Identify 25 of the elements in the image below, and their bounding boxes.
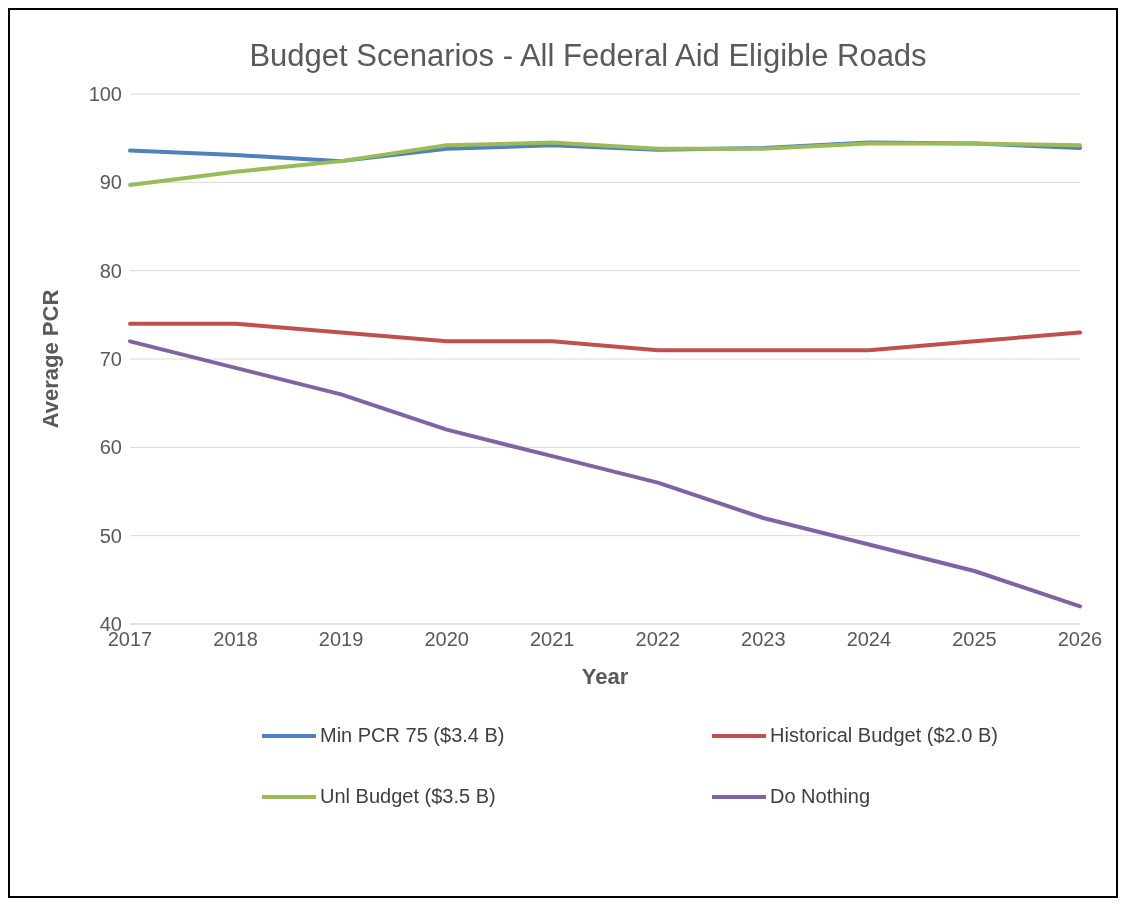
- y-tick-label: 60: [99, 436, 122, 459]
- line-series: [128, 321, 1082, 353]
- x-axis-title: Year: [581, 664, 629, 689]
- y-tick-label: 50: [99, 524, 122, 547]
- y-tick-label: 100: [88, 83, 122, 106]
- line-series: [128, 140, 1082, 187]
- y-tick-label: 70: [99, 348, 122, 371]
- x-tick-label: 2022: [635, 628, 681, 651]
- line-series: [128, 339, 1082, 609]
- x-tick-label: 2021: [529, 628, 575, 651]
- legend-label: Historical Budget ($2.0 B): [770, 724, 998, 747]
- legend-label: Min PCR 75 ($3.4 B): [320, 724, 505, 747]
- x-tick-label: 2018: [213, 628, 258, 651]
- x-tick-label: 2023: [741, 628, 786, 651]
- legend-label: Do Nothing: [770, 785, 871, 808]
- x-tick-label: 2025: [952, 628, 997, 651]
- x-tick-label: 2024: [846, 628, 892, 651]
- y-axis-title: Average PCR: [37, 289, 63, 429]
- legend-label: Unl Budget ($3.5 B): [320, 785, 496, 808]
- x-tick-label: 2019: [318, 628, 364, 651]
- y-tick-label: 80: [99, 259, 122, 282]
- x-tick-label: 2026: [1057, 628, 1103, 651]
- y-tick-label: 90: [99, 171, 122, 194]
- x-tick-label: 2020: [424, 628, 469, 651]
- chart-title: Budget Scenarios - All Federal Aid Eligible Roads: [248, 38, 928, 74]
